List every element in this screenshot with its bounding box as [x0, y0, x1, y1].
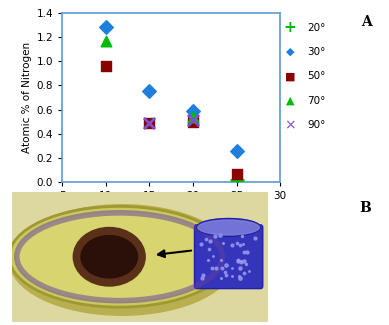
Point [190, 119, 196, 124]
Ellipse shape [196, 218, 261, 237]
Point [233, 177, 240, 182]
Point [103, 63, 109, 69]
Ellipse shape [9, 205, 235, 315]
Text: 90°: 90° [307, 120, 326, 130]
Text: 30°: 30° [307, 47, 326, 57]
Text: +: + [284, 20, 296, 35]
Text: 50°: 50° [307, 72, 326, 81]
FancyBboxPatch shape [194, 225, 263, 289]
Point [233, 148, 240, 153]
Ellipse shape [198, 220, 259, 235]
Ellipse shape [73, 227, 145, 286]
Ellipse shape [81, 236, 137, 278]
Text: ▲: ▲ [286, 96, 294, 106]
Ellipse shape [9, 206, 230, 307]
Point [233, 171, 240, 176]
X-axis label: %TEOS: %TEOS [149, 207, 194, 220]
Text: 70°: 70° [307, 96, 326, 106]
Text: ×: × [284, 118, 296, 132]
Text: 20°: 20° [307, 23, 326, 32]
Point [146, 89, 152, 94]
Point [190, 108, 196, 113]
Point [103, 38, 109, 43]
Point [146, 120, 152, 125]
Ellipse shape [17, 213, 222, 301]
Point [103, 25, 109, 30]
Point [190, 118, 196, 123]
Text: ◆: ◆ [286, 47, 294, 57]
Text: B: B [360, 202, 371, 215]
Y-axis label: Atomic % of Nitrogen: Atomic % of Nitrogen [23, 42, 32, 153]
Text: A: A [361, 15, 371, 29]
Point [146, 120, 152, 125]
Point [190, 114, 196, 119]
Text: ■: ■ [285, 72, 295, 81]
